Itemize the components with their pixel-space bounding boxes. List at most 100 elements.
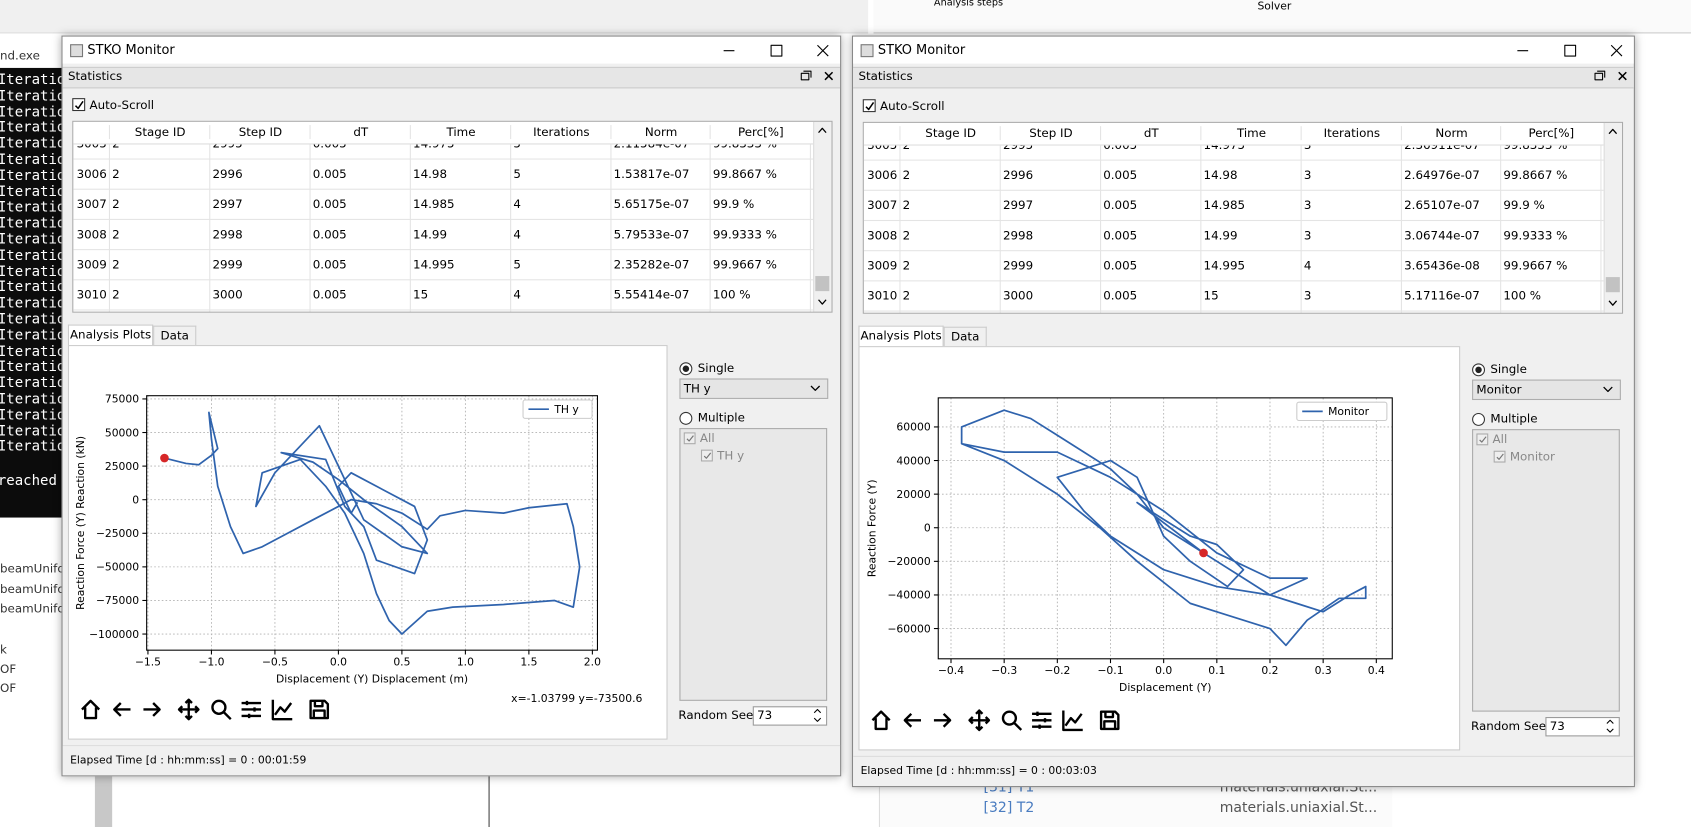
cell: 3007 — [76, 197, 107, 212]
toolbar-button[interactable] — [1000, 708, 1024, 732]
console-line: Iteration — [0, 375, 74, 392]
header-cell[interactable]: dT — [1100, 126, 1201, 141]
dropdown[interactable] — [1472, 379, 1621, 401]
toolbar-button[interactable] — [931, 708, 955, 732]
float-button[interactable] — [799, 69, 813, 83]
panel-close[interactable] — [822, 69, 836, 83]
header-cell[interactable]: Perc[%] — [1500, 126, 1601, 141]
seed-box[interactable] — [752, 706, 828, 726]
col-border — [108, 121, 111, 312]
table-header — [863, 122, 1604, 146]
tab[interactable]: Data — [943, 326, 987, 347]
header-cell[interactable]: Stage ID — [108, 125, 210, 140]
scroll-up-glyph — [1608, 128, 1618, 135]
scroll-up[interactable] — [815, 124, 829, 138]
title-bar — [62, 36, 841, 64]
close-button[interactable] — [1605, 39, 1629, 63]
cell: 3 — [1303, 168, 1312, 183]
toolbar-button[interactable] — [307, 698, 331, 722]
toolbar-button[interactable] — [869, 708, 893, 732]
row-border — [863, 250, 1604, 252]
scroll-down[interactable] — [1606, 295, 1620, 309]
header-cell[interactable]: dT — [309, 125, 411, 140]
header-cell[interactable]: Iterations — [1300, 126, 1402, 141]
seed-box[interactable] — [1545, 717, 1620, 737]
header-cell[interactable]: Norm — [610, 125, 710, 140]
tab[interactable]: Analysis Plots — [67, 324, 154, 346]
auto-scroll-checkbox[interactable] — [862, 99, 876, 113]
console-line: Iteration — [0, 136, 74, 153]
toolbar-button[interactable] — [967, 708, 991, 732]
cell: 2997 — [1002, 198, 1034, 213]
console-line: Iteration — [0, 104, 74, 121]
row-border — [73, 249, 814, 251]
scroll-up[interactable] — [1606, 125, 1620, 139]
col-border — [1500, 122, 1502, 313]
header-cell[interactable]: Time — [1200, 126, 1301, 141]
panel-close[interactable] — [1616, 69, 1630, 83]
toolbar-button[interactable] — [177, 698, 201, 722]
header-cell[interactable]: Step ID — [999, 126, 1101, 141]
stats-table: 3005229950.00514.97532.36911e-0799.8333 … — [862, 121, 1624, 314]
toolbar-button[interactable] — [1061, 708, 1085, 732]
cell: 0.005 — [1103, 288, 1138, 303]
toolbar-button[interactable] — [239, 698, 263, 722]
console-line: reached — [0, 473, 57, 490]
app-icon — [70, 44, 84, 58]
dropdown[interactable] — [679, 378, 829, 399]
cell: 99.9333 % — [1503, 228, 1568, 243]
col-border — [1300, 122, 1302, 313]
toolbar-button[interactable] — [110, 698, 134, 722]
radio-multiple[interactable] — [1472, 412, 1486, 426]
status-bar — [853, 755, 1634, 787]
toolbar-button-glyph — [271, 699, 293, 721]
status-text: Elapsed Time [d : hh:mm:ss] = 0 : 00:01:… — [70, 754, 307, 767]
header-cell[interactable]: Stage ID — [899, 126, 1000, 141]
console-line: Iteration — [0, 359, 74, 376]
toolbar-button-glyph — [211, 699, 232, 721]
radio-multiple[interactable] — [679, 411, 693, 425]
toolbar-button[interactable] — [209, 698, 233, 722]
auto-scroll-label: Auto-Scroll — [880, 99, 945, 114]
item-name[interactable]: [32] T2 — [983, 800, 1035, 817]
toolbar-button-glyph — [1099, 710, 1120, 731]
tree-checkbox — [700, 449, 713, 462]
col-border — [1100, 122, 1102, 313]
header-cell[interactable]: Norm — [1400, 126, 1501, 141]
float-button[interactable] — [1593, 69, 1607, 83]
toolbar-button[interactable] — [140, 698, 164, 722]
tab[interactable]: Analysis Plots — [858, 325, 944, 347]
header-cell[interactable]: Perc[%] — [709, 125, 811, 140]
cell: 2 — [902, 228, 911, 243]
header-cell[interactable]: Step ID — [209, 125, 310, 140]
cell: 0.005 — [1103, 258, 1138, 273]
x-tick-label: −0.2 — [1044, 664, 1070, 677]
row-border — [73, 218, 814, 220]
cell: 3010 — [76, 287, 107, 302]
cell: 15 — [1203, 288, 1219, 303]
toolbar-button[interactable] — [900, 708, 924, 732]
auto-scroll-checkbox[interactable] — [72, 98, 86, 112]
radio-dot — [1475, 366, 1482, 374]
maximize-button[interactable] — [1558, 39, 1582, 63]
header-cell[interactable]: Iterations — [510, 125, 611, 140]
dropdown-text: Monitor — [1476, 382, 1522, 397]
toolbar-button[interactable] — [1098, 708, 1122, 732]
toolbar-button[interactable] — [79, 698, 103, 722]
current-point — [160, 453, 169, 463]
tab[interactable]: Data — [153, 325, 197, 346]
maximize-button[interactable] — [765, 39, 789, 63]
cell: 14.98 — [1203, 168, 1238, 183]
scroll-down[interactable] — [815, 294, 829, 308]
header-cell[interactable]: Time — [409, 125, 511, 140]
minimize-button[interactable] — [1511, 39, 1535, 63]
toolbar-button[interactable] — [1030, 708, 1054, 732]
toolbar-button-glyph — [1001, 710, 1023, 731]
cell: 2 — [902, 288, 911, 303]
console-line: Iteration — [0, 167, 74, 185]
y-tick-label: 0 — [132, 493, 139, 506]
minimize-button[interactable] — [717, 39, 741, 63]
close-button[interactable] — [811, 39, 835, 63]
y-axis-label: Reaction Force (Y) Reaction (kN) — [74, 436, 87, 610]
toolbar-button[interactable] — [271, 698, 295, 722]
